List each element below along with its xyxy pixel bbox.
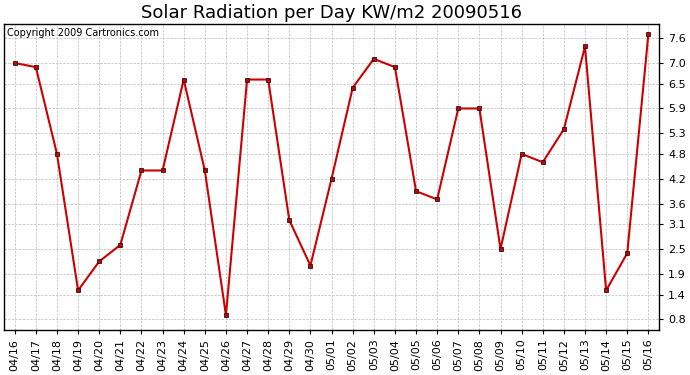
Text: Copyright 2009 Cartronics.com: Copyright 2009 Cartronics.com xyxy=(8,28,159,38)
Title: Solar Radiation per Day KW/m2 20090516: Solar Radiation per Day KW/m2 20090516 xyxy=(141,4,522,22)
